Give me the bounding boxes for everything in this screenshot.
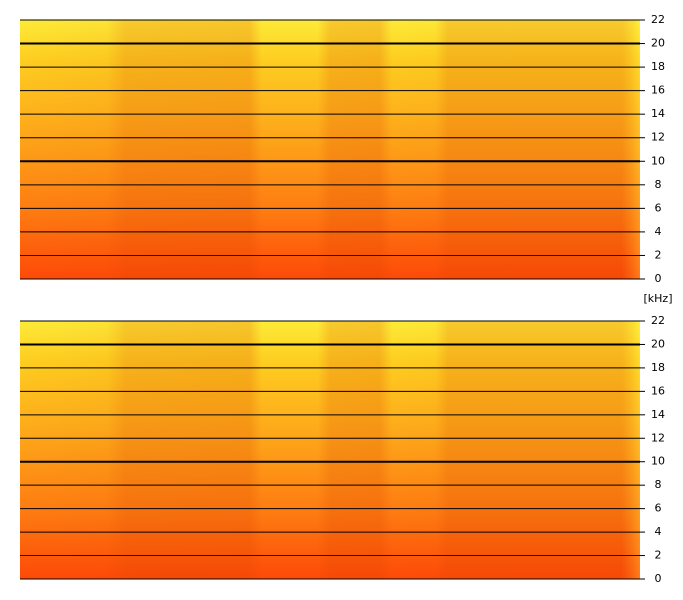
- y-tick-label: 12: [651, 131, 665, 144]
- y-tick-label: 22: [651, 13, 665, 26]
- y-axis-label: [kHz]: [644, 292, 673, 305]
- y-tick-label: 6: [655, 201, 662, 214]
- y-tick-label: 16: [651, 84, 665, 97]
- y-tick-label: 8: [655, 478, 662, 491]
- y-tick-label: 2: [655, 248, 662, 261]
- y-tick-label: 20: [651, 337, 665, 350]
- y-tick-label: 2: [655, 549, 662, 562]
- y-tick-label: 6: [655, 502, 662, 515]
- y-tick-label: 18: [651, 60, 665, 73]
- panel: [20, 20, 640, 279]
- y-tick-label: 14: [651, 107, 665, 120]
- y-tick-label: 16: [651, 384, 665, 397]
- y-tick-label: 0: [655, 572, 662, 585]
- spectrogram-shading: [20, 20, 640, 279]
- y-tick-label: 18: [651, 361, 665, 374]
- y-tick-label: 10: [651, 154, 665, 167]
- y-tick-label: 12: [651, 431, 665, 444]
- panel: [20, 321, 640, 579]
- y-tick-label: 10: [651, 455, 665, 468]
- y-tick-label: 4: [655, 225, 662, 238]
- y-tick-label: 4: [655, 525, 662, 538]
- y-tick-label: 8: [655, 178, 662, 191]
- y-tick-label: 22: [651, 314, 665, 327]
- spectrogram-shading: [20, 321, 640, 579]
- y-tick-label: 14: [651, 408, 665, 421]
- y-tick-label: 20: [651, 37, 665, 50]
- y-tick-label: 0: [655, 272, 662, 285]
